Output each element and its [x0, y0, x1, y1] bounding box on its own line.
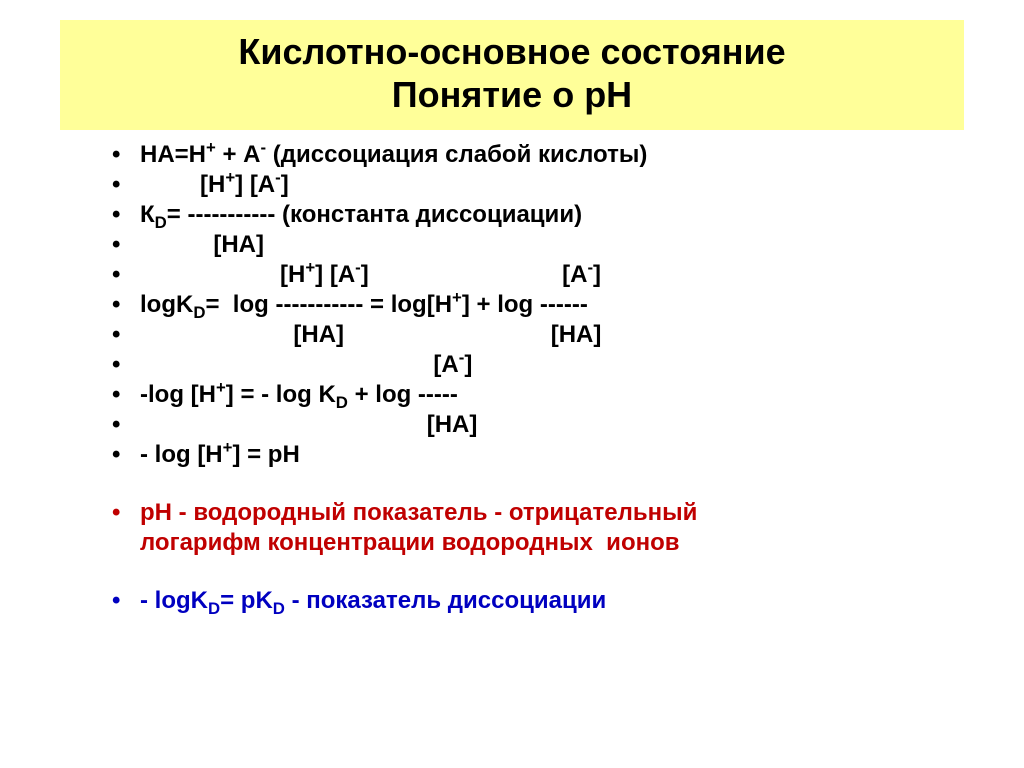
- title-block: Кислотно-основное состояние Понятие о рН: [60, 20, 964, 130]
- bullet-item: logKD= log ----------- = log[H+] + log -…: [140, 290, 974, 320]
- bullet-item: [H+] [A-]: [140, 170, 974, 200]
- bullet-item: [140, 558, 974, 586]
- slide: Кислотно-основное состояние Понятие о рН…: [0, 0, 1024, 768]
- bullet-item: [HA]: [140, 230, 974, 260]
- bullet-item: логарифм концентрации водородных ионов: [140, 528, 974, 558]
- bullet-item: [HA]: [140, 410, 974, 440]
- title-line-1: Кислотно-основное состояние: [80, 30, 944, 73]
- bullet-item: рН - водородный показатель - отрицательн…: [140, 498, 974, 528]
- bullet-item: - log [H+] = pH: [140, 440, 974, 470]
- bullet-item: КD= ----------- (константа диссоциации): [140, 200, 974, 230]
- bullet-list: НА=Н+ + А- (диссоциация слабой кислоты) …: [50, 140, 974, 616]
- bullet-item: -log [H+] = - log KD + log -----: [140, 380, 974, 410]
- bullet-item: [H+] [A-] [A-]: [140, 260, 974, 290]
- bullet-item: [140, 470, 974, 498]
- title-line-2: Понятие о рН: [80, 73, 944, 116]
- bullet-item: НА=Н+ + А- (диссоциация слабой кислоты): [140, 140, 974, 170]
- bullet-item: - logKD= pKD - показатель диссоциации: [140, 586, 974, 616]
- bullet-item: [A-]: [140, 350, 974, 380]
- bullet-item: [HA] [HA]: [140, 320, 974, 350]
